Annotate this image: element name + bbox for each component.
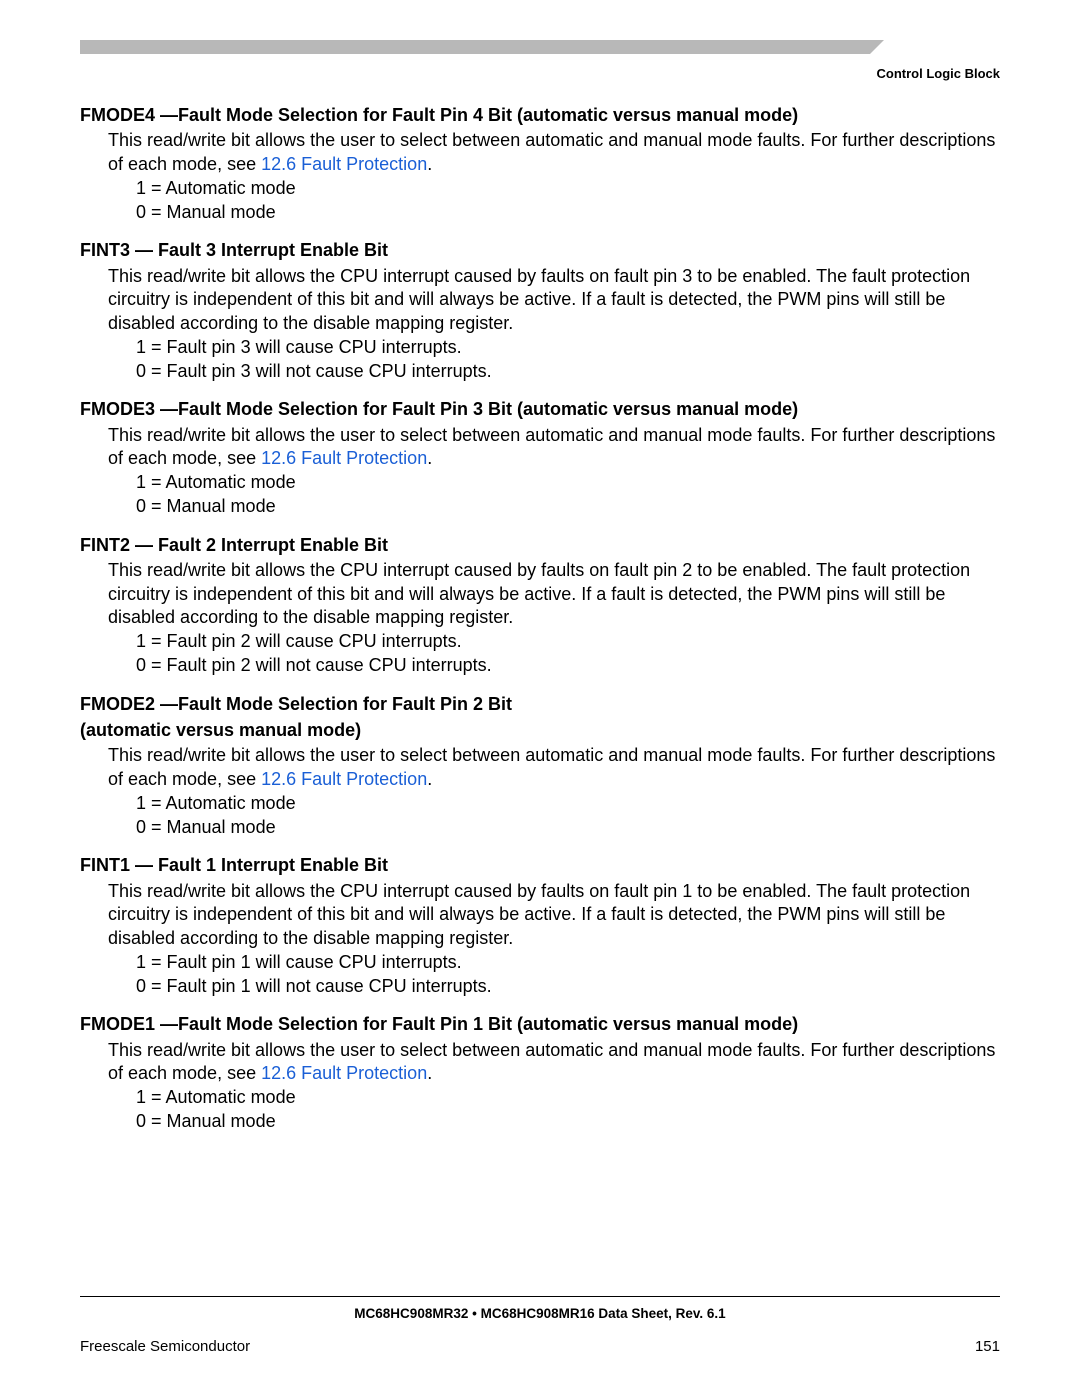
section-body-suffix: . xyxy=(427,1063,432,1083)
section-values: 1 = Automatic mode0 = Manual mode xyxy=(80,177,1000,225)
section: FMODE3 —Fault Mode Selection for Fault P… xyxy=(80,397,1000,518)
footer-center-text: MC68HC908MR32 • MC68HC908MR16 Data Sheet… xyxy=(0,1306,1080,1321)
section-body-text: This read/write bit allows the CPU inter… xyxy=(108,560,970,628)
value-1: 1 = Fault pin 3 will cause CPU interrupt… xyxy=(136,336,1000,360)
header-bar-triangle xyxy=(870,40,884,54)
value-1: 1 = Automatic mode xyxy=(136,177,1000,201)
section-values: 1 = Automatic mode0 = Manual mode xyxy=(80,471,1000,519)
section-values: 1 = Fault pin 1 will cause CPU interrupt… xyxy=(80,951,1000,999)
section-body-suffix: . xyxy=(427,769,432,789)
section-body-text: This read/write bit allows the CPU inter… xyxy=(108,266,970,334)
value-0: 0 = Fault pin 3 will not cause CPU inter… xyxy=(136,360,1000,384)
section-title: FMODE3 —Fault Mode Selection for Fault P… xyxy=(80,397,1000,421)
value-0: 0 = Manual mode xyxy=(136,495,1000,519)
section-title: FINT3 — Fault 3 Interrupt Enable Bit xyxy=(80,238,1000,262)
page: Control Logic Block FMODE4 —Fault Mode S… xyxy=(0,0,1080,1397)
section-title: FMODE1 —Fault Mode Selection for Fault P… xyxy=(80,1012,1000,1036)
fault-protection-link[interactable]: 12.6 Fault Protection xyxy=(261,448,427,468)
section-body-suffix: . xyxy=(427,154,432,174)
value-1: 1 = Automatic mode xyxy=(136,471,1000,495)
header-section-label: Control Logic Block xyxy=(80,66,1000,81)
fault-protection-link[interactable]: 12.6 Fault Protection xyxy=(261,1063,427,1083)
section-body-text: This read/write bit allows the user to s… xyxy=(108,425,995,469)
value-0: 0 = Fault pin 1 will not cause CPU inter… xyxy=(136,975,1000,999)
section-values: 1 = Fault pin 3 will cause CPU interrupt… xyxy=(80,336,1000,384)
section-body: This read/write bit allows the user to s… xyxy=(80,424,1000,472)
section: FMODE4 —Fault Mode Selection for Fault P… xyxy=(80,103,1000,224)
section-body-text: This read/write bit allows the user to s… xyxy=(108,745,995,789)
fault-protection-link[interactable]: 12.6 Fault Protection xyxy=(261,769,427,789)
sections-container: FMODE4 —Fault Mode Selection for Fault P… xyxy=(80,103,1000,1134)
fault-protection-link[interactable]: 12.6 Fault Protection xyxy=(261,154,427,174)
footer-left-text: Freescale Semiconductor xyxy=(80,1338,250,1355)
section-body-text: This read/write bit allows the user to s… xyxy=(108,130,995,174)
value-0: 0 = Manual mode xyxy=(136,816,1000,840)
section-values: 1 = Automatic mode0 = Manual mode xyxy=(80,792,1000,840)
section-values: 1 = Fault pin 2 will cause CPU interrupt… xyxy=(80,630,1000,678)
value-0: 0 = Manual mode xyxy=(136,201,1000,225)
section-body-text: This read/write bit allows the user to s… xyxy=(108,1040,995,1084)
section-title: FINT2 — Fault 2 Interrupt Enable Bit xyxy=(80,533,1000,557)
section-body: This read/write bit allows the CPU inter… xyxy=(80,265,1000,336)
value-0: 0 = Manual mode xyxy=(136,1110,1000,1134)
section-body: This read/write bit allows the CPU inter… xyxy=(80,559,1000,630)
section: FMODE2 —Fault Mode Selection for Fault P… xyxy=(80,692,1000,840)
section-values: 1 = Automatic mode0 = Manual mode xyxy=(80,1086,1000,1134)
header-bar-gray xyxy=(80,40,870,54)
section-title: FMODE4 —Fault Mode Selection for Fault P… xyxy=(80,103,1000,127)
section: FINT1 — Fault 1 Interrupt Enable Bit This… xyxy=(80,853,1000,998)
section-body: This read/write bit allows the user to s… xyxy=(80,129,1000,177)
value-1: 1 = Fault pin 1 will cause CPU interrupt… xyxy=(136,951,1000,975)
section-body: This read/write bit allows the CPU inter… xyxy=(80,880,1000,951)
section-title: FINT1 — Fault 1 Interrupt Enable Bit xyxy=(80,853,1000,877)
value-0: 0 = Fault pin 2 will not cause CPU inter… xyxy=(136,654,1000,678)
value-1: 1 = Fault pin 2 will cause CPU interrupt… xyxy=(136,630,1000,654)
section-body-text: This read/write bit allows the CPU inter… xyxy=(108,881,970,949)
section-body-suffix: . xyxy=(427,448,432,468)
header-top-bar xyxy=(80,40,1000,54)
section-body: This read/write bit allows the user to s… xyxy=(80,1039,1000,1087)
section-title: FMODE2 —Fault Mode Selection for Fault P… xyxy=(80,692,1000,716)
value-1: 1 = Automatic mode xyxy=(136,792,1000,816)
section: FMODE1 —Fault Mode Selection for Fault P… xyxy=(80,1012,1000,1133)
section-body: This read/write bit allows the user to s… xyxy=(80,744,1000,792)
footer-page-number: 151 xyxy=(975,1338,1000,1355)
footer-separator xyxy=(80,1296,1000,1297)
section: FINT2 — Fault 2 Interrupt Enable Bit This… xyxy=(80,533,1000,678)
section-title-line2: (automatic versus manual mode) xyxy=(80,718,1000,742)
value-1: 1 = Automatic mode xyxy=(136,1086,1000,1110)
section: FINT3 — Fault 3 Interrupt Enable Bit This… xyxy=(80,238,1000,383)
